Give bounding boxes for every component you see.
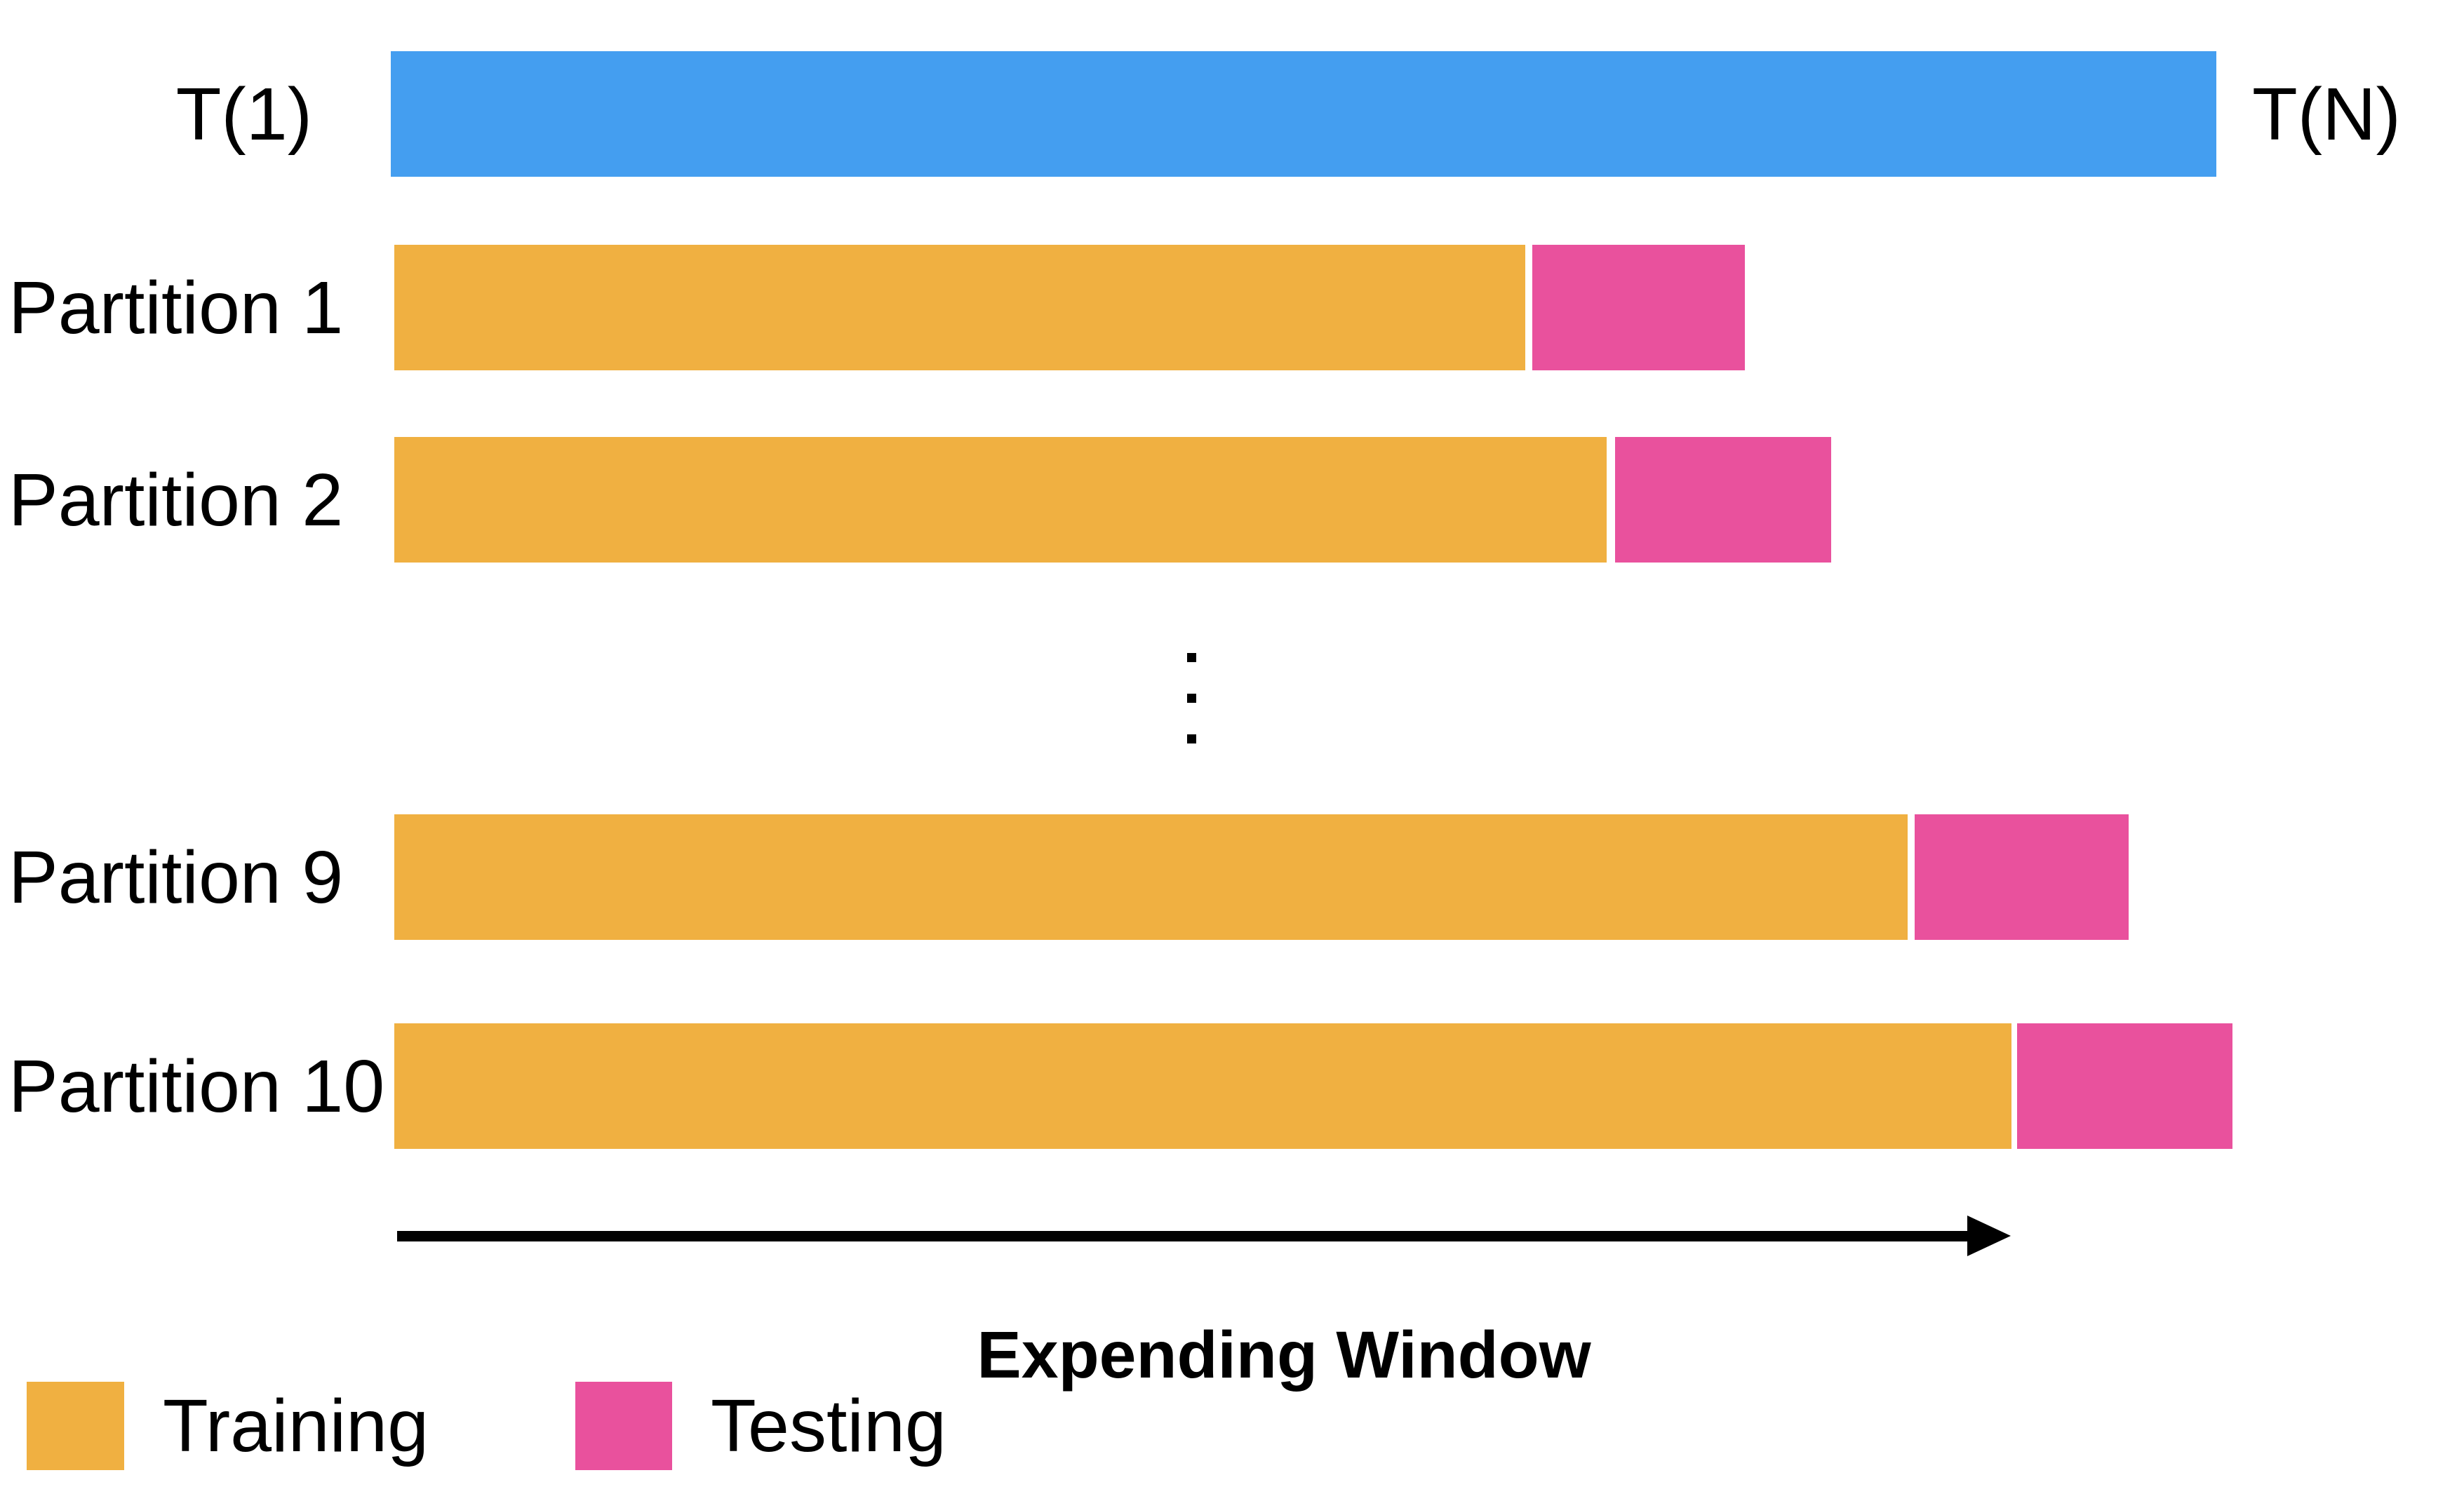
partition-2-testing-bar xyxy=(1615,437,1831,563)
full-series-bar xyxy=(391,51,2216,177)
series-end-label: T(N) xyxy=(2252,72,2401,156)
partition-1-label: Partition 1 xyxy=(8,266,344,349)
partition-10-label: Partition 10 xyxy=(8,1044,385,1128)
partition-2-training-bar xyxy=(394,437,1607,563)
training-legend-swatch xyxy=(27,1382,124,1470)
ellipsis-dot-icon xyxy=(1187,694,1196,703)
testing-legend-swatch xyxy=(575,1382,672,1470)
partition-9-training-bar xyxy=(394,814,1908,940)
partition-9-testing-bar xyxy=(1915,814,2129,940)
arrow-caption: Expending Window xyxy=(977,1317,1591,1392)
partition-2-label: Partition 2 xyxy=(8,458,344,541)
ellipsis-dot-icon xyxy=(1187,653,1196,662)
partition-10-training-bar xyxy=(394,1023,2011,1149)
ellipsis-dot-icon xyxy=(1187,734,1196,743)
partition-10-testing-bar xyxy=(2017,1023,2232,1149)
arrow-head-icon xyxy=(1967,1216,2011,1256)
partition-1-training-bar xyxy=(394,245,1525,370)
partition-1-testing-bar xyxy=(1532,245,1745,370)
partition-9-label: Partition 9 xyxy=(8,835,344,919)
testing-legend-label: Testing xyxy=(711,1385,946,1467)
series-start-label: T(1) xyxy=(175,72,312,156)
time-arrow-line xyxy=(397,1231,1969,1241)
training-legend-label: Training xyxy=(163,1385,429,1467)
